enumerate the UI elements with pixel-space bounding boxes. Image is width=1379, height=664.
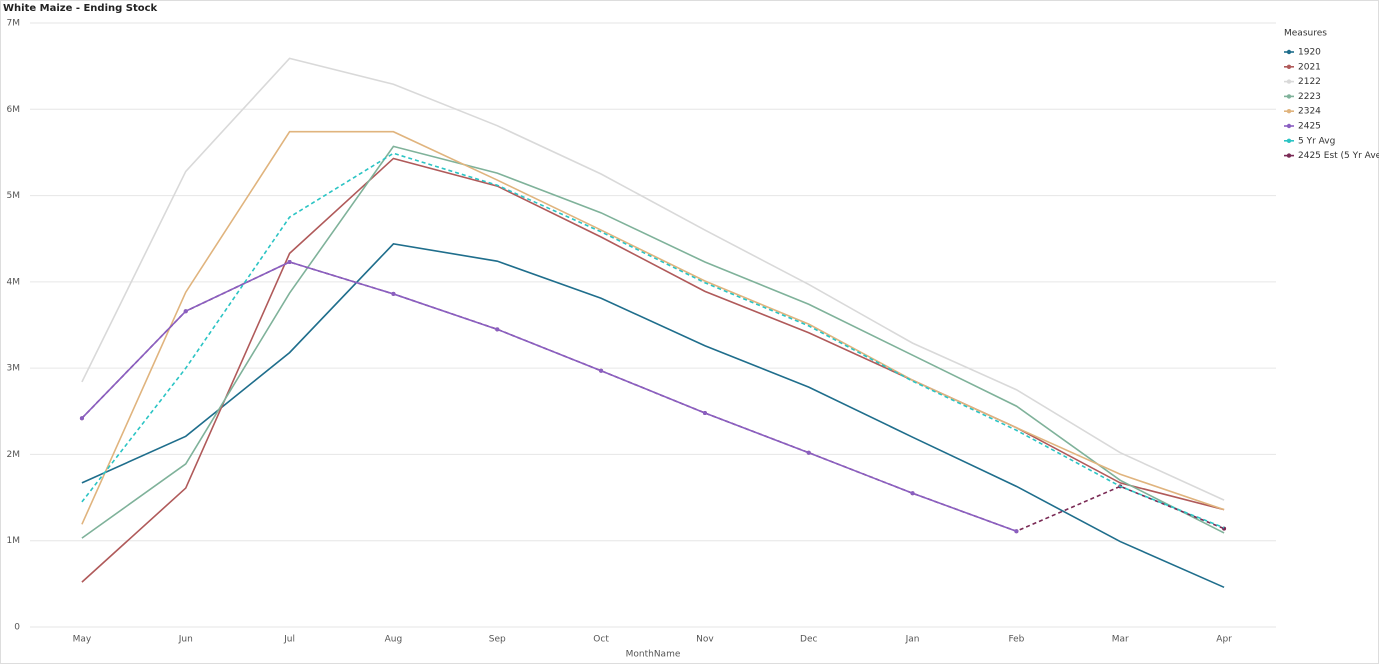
series-line [81, 145, 1225, 539]
legend-label: 2122 [1298, 77, 1321, 87]
legend-label: 2021 [1298, 62, 1321, 72]
x-tick-label: Dec [800, 635, 817, 645]
series-line [81, 243, 1225, 589]
y-tick-label: 0 [14, 623, 20, 633]
legend-dot [1286, 109, 1292, 114]
legend-label: 5 Yr Avg [1298, 136, 1335, 146]
legend-title: Measures [1284, 29, 1327, 39]
legend-label: 2425 [1298, 122, 1321, 132]
series-line [81, 157, 1225, 583]
x-tick-label: Aug [385, 635, 403, 645]
y-tick-label: 7M [7, 19, 21, 29]
legend-label: 1920 [1298, 48, 1321, 58]
point [495, 327, 500, 332]
y-tick-label: 4M [7, 277, 21, 287]
legend-dot [1286, 94, 1292, 99]
legend-dot [1286, 123, 1292, 129]
point [1014, 529, 1019, 534]
y-tick-label: 2M [7, 450, 21, 460]
y-tick-label: 5M [7, 191, 21, 201]
point [391, 291, 396, 296]
point [910, 491, 915, 496]
y-tick-label: 6M [7, 105, 21, 115]
x-axis-title: MonthName [626, 650, 681, 660]
legend-dot [1286, 153, 1292, 158]
x-tick-label: Jul [283, 635, 295, 645]
x-tick-label: Sep [489, 635, 506, 645]
x-tick-label: Nov [696, 635, 714, 645]
legend-label: 2425 Est (5 Yr Ave) [1298, 151, 1379, 161]
point [287, 260, 292, 265]
legend-dot [1286, 64, 1292, 70]
legend-label: 2324 [1298, 107, 1321, 117]
point [806, 450, 811, 455]
legend-dot [1286, 79, 1292, 84]
y-tick-label: 1M [7, 536, 21, 546]
x-tick-label: Apr [1216, 635, 1232, 645]
x-tick-label: Oct [593, 635, 609, 645]
x-tick-label: May [73, 635, 92, 645]
legend-label: 2223 [1298, 92, 1321, 102]
legend-dot [1286, 49, 1292, 55]
point [702, 411, 707, 416]
series-line [81, 152, 1225, 529]
series-line [81, 261, 1225, 533]
y-tick-label: 3M [7, 364, 21, 374]
point [79, 416, 84, 421]
series-line [81, 130, 1225, 525]
x-tick-label: Jan [905, 635, 920, 645]
point [183, 309, 188, 314]
series-line [81, 57, 1225, 501]
x-tick-label: Mar [1112, 635, 1129, 645]
legend-dot [1286, 138, 1292, 143]
chart-title: White Maize - Ending Stock [3, 3, 158, 14]
x-tick-label: Feb [1008, 635, 1024, 645]
x-tick-label: Jun [178, 635, 193, 645]
series-line [81, 261, 1017, 532]
point [599, 368, 604, 373]
